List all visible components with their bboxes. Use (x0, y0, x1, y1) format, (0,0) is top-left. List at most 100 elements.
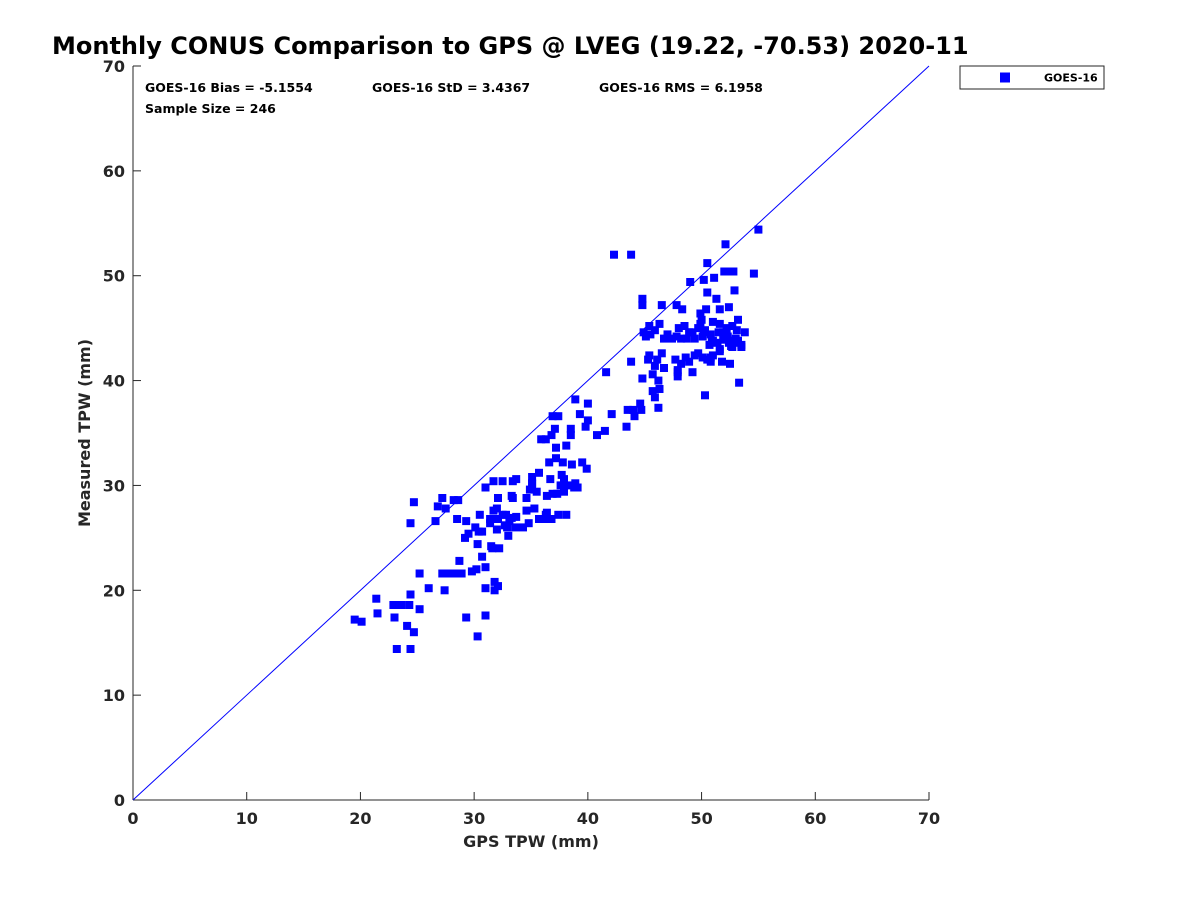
data-point (707, 337, 716, 346)
data-point (657, 301, 666, 310)
data-point (464, 529, 473, 538)
data-point (657, 349, 666, 358)
data-point (540, 515, 549, 523)
data-point (740, 328, 749, 337)
data-point (373, 609, 382, 618)
x-tick-label: 60 (804, 809, 826, 828)
data-point (433, 502, 442, 511)
data-point (542, 491, 551, 500)
x-tick-label: 10 (236, 809, 258, 828)
data-point (629, 405, 638, 414)
data-point (528, 473, 537, 481)
data-point (623, 405, 632, 414)
data-point (438, 494, 447, 502)
y-tick-label: 10 (103, 686, 125, 705)
data-point (537, 435, 546, 444)
data-point (727, 342, 736, 350)
data-point (712, 294, 721, 303)
y-tick-label: 0 (114, 791, 125, 810)
data-point (630, 412, 639, 421)
data-point (677, 334, 686, 343)
data-point (557, 470, 566, 479)
data-point (638, 374, 647, 383)
data-point (677, 359, 686, 368)
x-axis-label: GPS TPW (mm) (463, 832, 599, 851)
data-point (558, 458, 567, 467)
data-points-goes16 (350, 225, 763, 653)
sample-size-stat: Sample Size = 246 (145, 101, 276, 116)
data-point (583, 399, 592, 408)
data-point (441, 504, 450, 513)
data-point (721, 240, 730, 249)
data-point (734, 315, 742, 324)
data-point (541, 435, 550, 444)
data-point (502, 510, 510, 519)
data-point (486, 519, 495, 528)
data-point (680, 322, 689, 330)
data-point (498, 477, 507, 486)
data-point (571, 479, 580, 488)
y-axis-label: Measured TPW (mm) (75, 339, 94, 527)
data-point (702, 305, 711, 314)
data-point (550, 424, 559, 433)
data-point (650, 393, 659, 402)
data-point (654, 376, 663, 385)
data-point (554, 412, 563, 421)
y-tick-label: 20 (103, 581, 125, 600)
data-point (431, 517, 440, 526)
y-tick-label: 30 (103, 476, 125, 495)
data-point (660, 334, 668, 343)
y-tick-label: 50 (103, 267, 125, 286)
data-point (714, 328, 723, 337)
data-point (528, 480, 537, 489)
data-point (648, 370, 657, 379)
x-tick-label: 0 (127, 809, 138, 828)
data-point (552, 454, 560, 463)
data-point (547, 515, 556, 523)
data-point (389, 601, 398, 609)
data-point (507, 513, 516, 522)
x-tick-label: 50 (690, 809, 712, 828)
data-point (489, 477, 498, 486)
data-point (473, 632, 482, 641)
data-point (719, 335, 728, 344)
data-point (405, 601, 414, 609)
data-point (655, 319, 664, 328)
legend: GOES-16 (959, 65, 1105, 90)
data-point (567, 460, 576, 469)
data-point (519, 523, 527, 532)
data-point (600, 426, 609, 435)
data-point (688, 368, 697, 377)
data-point (723, 332, 732, 341)
data-point (488, 544, 497, 553)
data-point (552, 443, 560, 452)
data-point (622, 422, 631, 431)
data-point (560, 475, 568, 484)
rms-stat: GOES-16 RMS = 6.1958 (599, 80, 763, 95)
data-point (726, 359, 734, 368)
data-point (650, 361, 659, 370)
std-stat: GOES-16 StD = 3.4367 (372, 80, 530, 95)
data-point (639, 328, 648, 337)
data-point (694, 349, 703, 358)
data-point (660, 364, 668, 372)
y-tick-label: 70 (103, 57, 125, 76)
data-point (645, 322, 654, 330)
data-point (696, 319, 705, 328)
data-point (682, 334, 691, 343)
data-point (472, 565, 481, 574)
data-point (724, 303, 733, 312)
one-to-one-line (132, 65, 930, 801)
data-point (486, 515, 495, 523)
x-axis-ticks: 0 10 20 30 40 50 60 70 (127, 792, 940, 828)
data-point (535, 468, 543, 477)
chart-title: Monthly CONUS Comparison to GPS @ LVEG (… (52, 32, 969, 60)
data-point (553, 489, 562, 498)
data-point (511, 523, 520, 532)
data-point (749, 269, 758, 278)
data-point (698, 332, 707, 341)
data-point (706, 357, 715, 366)
data-point (392, 645, 401, 653)
data-point (641, 332, 650, 341)
